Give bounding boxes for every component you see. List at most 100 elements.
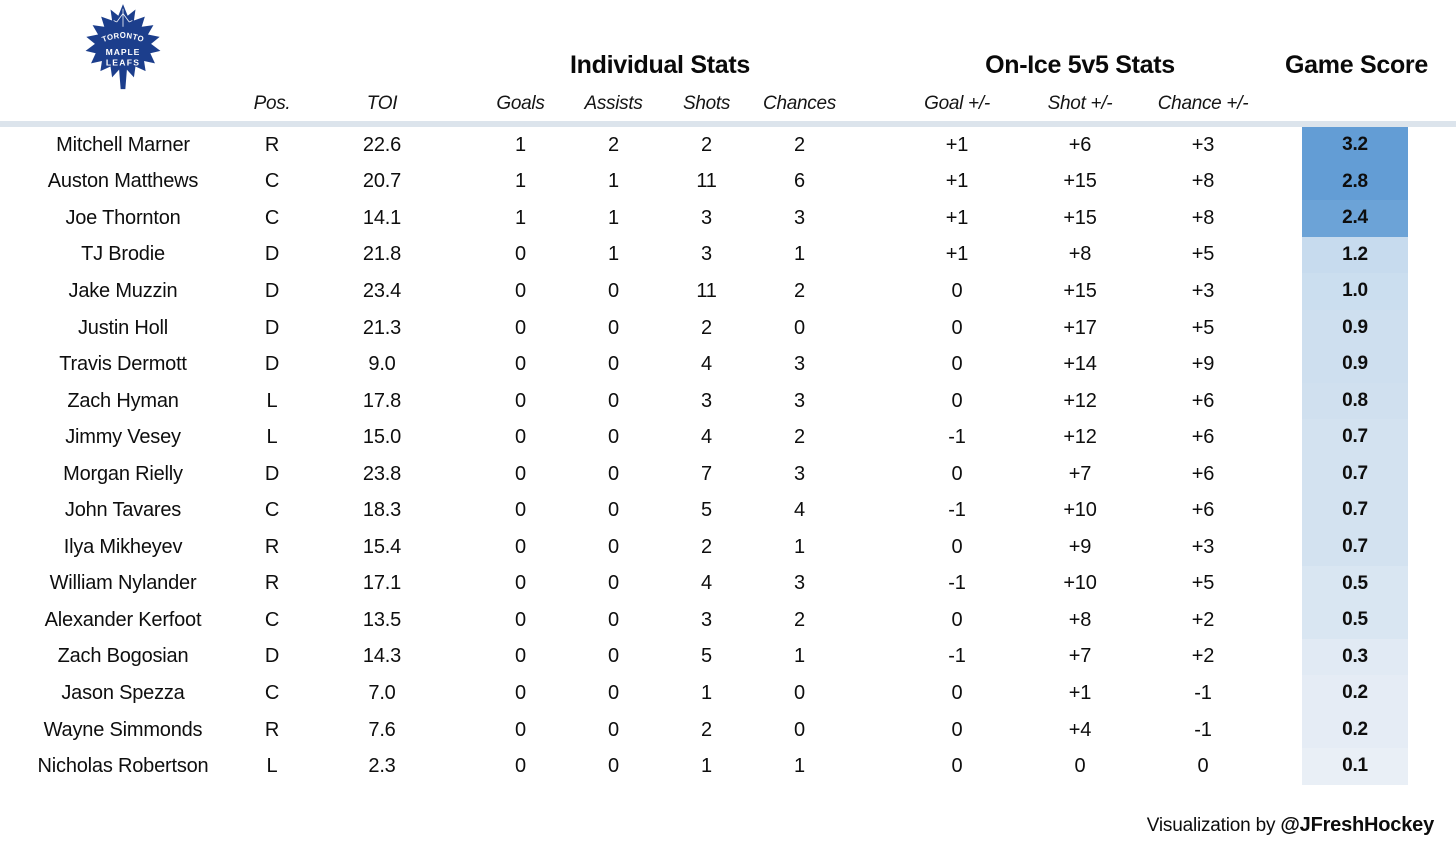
column-header-chances: Chances: [763, 93, 836, 114]
player-assists: 0: [608, 389, 619, 412]
player-goals: 0: [515, 608, 526, 631]
group-header-row: Individual Stats On-Ice 5v5 Stats Game S…: [0, 48, 1456, 82]
player-assists: 0: [608, 572, 619, 595]
table-row: John Tavares C 18.3 0 0 5 4 -1 +10 +6 0.…: [0, 492, 1456, 530]
player-assists: 0: [608, 279, 619, 302]
player-goal-plus-minus: 0: [951, 279, 963, 302]
player-toi: 7.0: [368, 681, 396, 704]
player-toi: 17.8: [362, 389, 402, 412]
player-goal-plus-minus: -1: [948, 645, 966, 668]
table-row: Mitchell Marner R 22.6 1 2 2 2 +1 +6 +3 …: [0, 127, 1456, 164]
player-shot-plus-minus: +14: [1063, 353, 1097, 376]
table-row: Justin Holl D 21.3 0 0 2 0 0 +17 +5 0.9: [0, 309, 1456, 347]
player-chance-plus-minus: +8: [1191, 206, 1215, 229]
player-shots: 1: [701, 755, 712, 778]
player-shot-plus-minus: +4: [1068, 718, 1092, 741]
game-score-cell: 0.5: [1302, 565, 1408, 603]
player-name: Ilya Mikheyev: [63, 535, 183, 558]
player-goals: 1: [515, 170, 526, 193]
table-row: Nicholas Robertson L 2.3 0 0 1 1 0 0 0 0…: [0, 748, 1456, 785]
logo-text-leafs: LEAFS: [106, 58, 140, 68]
player-name: Zach Bogosian: [57, 645, 189, 668]
player-assists: 0: [608, 462, 619, 485]
player-toi: 22.6: [362, 133, 402, 156]
player-goal-plus-minus: 0: [951, 535, 963, 558]
player-chances: 4: [794, 499, 805, 522]
table-row: TJ Brodie D 21.8 0 1 3 1 +1 +8 +5 1.2: [0, 236, 1456, 274]
player-chances: 3: [794, 462, 805, 485]
player-shot-plus-minus: +12: [1063, 426, 1097, 449]
game-score-cell: 1.0: [1302, 273, 1408, 310]
player-chances: 1: [794, 535, 805, 558]
player-goals: 0: [515, 572, 526, 595]
player-shots: 3: [701, 389, 712, 412]
player-chances: 1: [794, 645, 805, 668]
player-shot-plus-minus: +9: [1068, 535, 1092, 558]
player-chance-plus-minus: +2: [1191, 645, 1215, 668]
player-assists: 0: [608, 608, 619, 631]
table-row: Morgan Rielly D 23.8 0 0 7 3 0 +7 +6 0.7: [0, 455, 1456, 493]
column-header-shot-plus-minus: Shot +/-: [1047, 93, 1113, 114]
player-chances: 0: [794, 718, 805, 741]
player-name: Mitchell Marner: [56, 133, 190, 156]
game-score-cell: 0.1: [1302, 748, 1408, 785]
player-chance-plus-minus: +3: [1191, 279, 1215, 302]
table-row: Joe Thornton C 14.1 1 1 3 3 +1 +15 +8 2.…: [0, 200, 1456, 237]
player-goal-plus-minus: 0: [951, 389, 963, 412]
player-position: R: [264, 133, 280, 156]
player-chances: 3: [794, 389, 805, 412]
player-chances: 0: [794, 316, 805, 339]
player-chance-plus-minus: -1: [1194, 681, 1212, 704]
player-shot-plus-minus: +6: [1068, 133, 1092, 156]
player-shots: 2: [701, 718, 712, 741]
table-row: Alexander Kerfoot C 13.5 0 0 3 2 0 +8 +2…: [0, 602, 1456, 639]
player-goal-plus-minus: +1: [945, 243, 969, 266]
player-position: L: [266, 389, 278, 412]
player-goals: 0: [515, 389, 526, 412]
game-score-cell: 1.2: [1302, 236, 1408, 274]
attribution: Visualization by @JFreshHockey: [1147, 814, 1434, 837]
player-toi: 14.3: [362, 645, 402, 668]
player-position: R: [264, 572, 280, 595]
player-position: C: [264, 499, 280, 522]
player-goals: 1: [515, 133, 526, 156]
player-shots: 11: [696, 279, 717, 302]
game-score-cell: 0.9: [1302, 309, 1408, 347]
player-chances: 2: [794, 133, 805, 156]
group-header-onice-5v5-stats: On-Ice 5v5 Stats: [985, 50, 1175, 79]
column-header-goals: Goals: [496, 93, 545, 114]
player-chance-plus-minus: +2: [1191, 608, 1215, 631]
player-name: Alexander Kerfoot: [44, 608, 202, 631]
player-shots: 2: [701, 316, 712, 339]
player-goals: 0: [515, 681, 526, 704]
player-assists: 0: [608, 353, 619, 376]
player-shots: 3: [701, 206, 712, 229]
player-position: C: [264, 681, 280, 704]
player-position: R: [264, 718, 280, 741]
player-goal-plus-minus: -1: [948, 499, 966, 522]
player-toi: 15.0: [362, 426, 402, 449]
player-goals: 0: [515, 535, 526, 558]
player-toi: 13.5: [362, 608, 402, 631]
player-assists: 0: [608, 316, 619, 339]
attribution-handle: @JFreshHockey: [1280, 814, 1434, 836]
game-score-cell: 0.7: [1302, 529, 1408, 566]
player-position: D: [264, 316, 280, 339]
table-row: Zach Bogosian D 14.3 0 0 5 1 -1 +7 +2 0.…: [0, 638, 1456, 676]
player-goal-plus-minus: +1: [945, 170, 969, 193]
player-goals: 0: [515, 316, 526, 339]
player-name: John Tavares: [64, 499, 182, 522]
player-chance-plus-minus: +6: [1191, 499, 1215, 522]
column-header-assists: Assists: [584, 93, 643, 114]
player-shot-plus-minus: +12: [1063, 389, 1097, 412]
player-shot-plus-minus: +15: [1063, 206, 1097, 229]
column-header-toi: TOI: [366, 93, 398, 114]
player-shots: 4: [701, 353, 712, 376]
player-chance-plus-minus: +5: [1191, 243, 1215, 266]
player-name: Jimmy Vesey: [65, 426, 181, 449]
game-score-cell: 0.8: [1302, 382, 1408, 420]
player-chance-plus-minus: +5: [1191, 316, 1215, 339]
player-name: Travis Dermott: [59, 353, 187, 376]
table-row: Travis Dermott D 9.0 0 0 4 3 0 +14 +9 0.…: [0, 346, 1456, 383]
player-goal-plus-minus: +1: [945, 206, 969, 229]
